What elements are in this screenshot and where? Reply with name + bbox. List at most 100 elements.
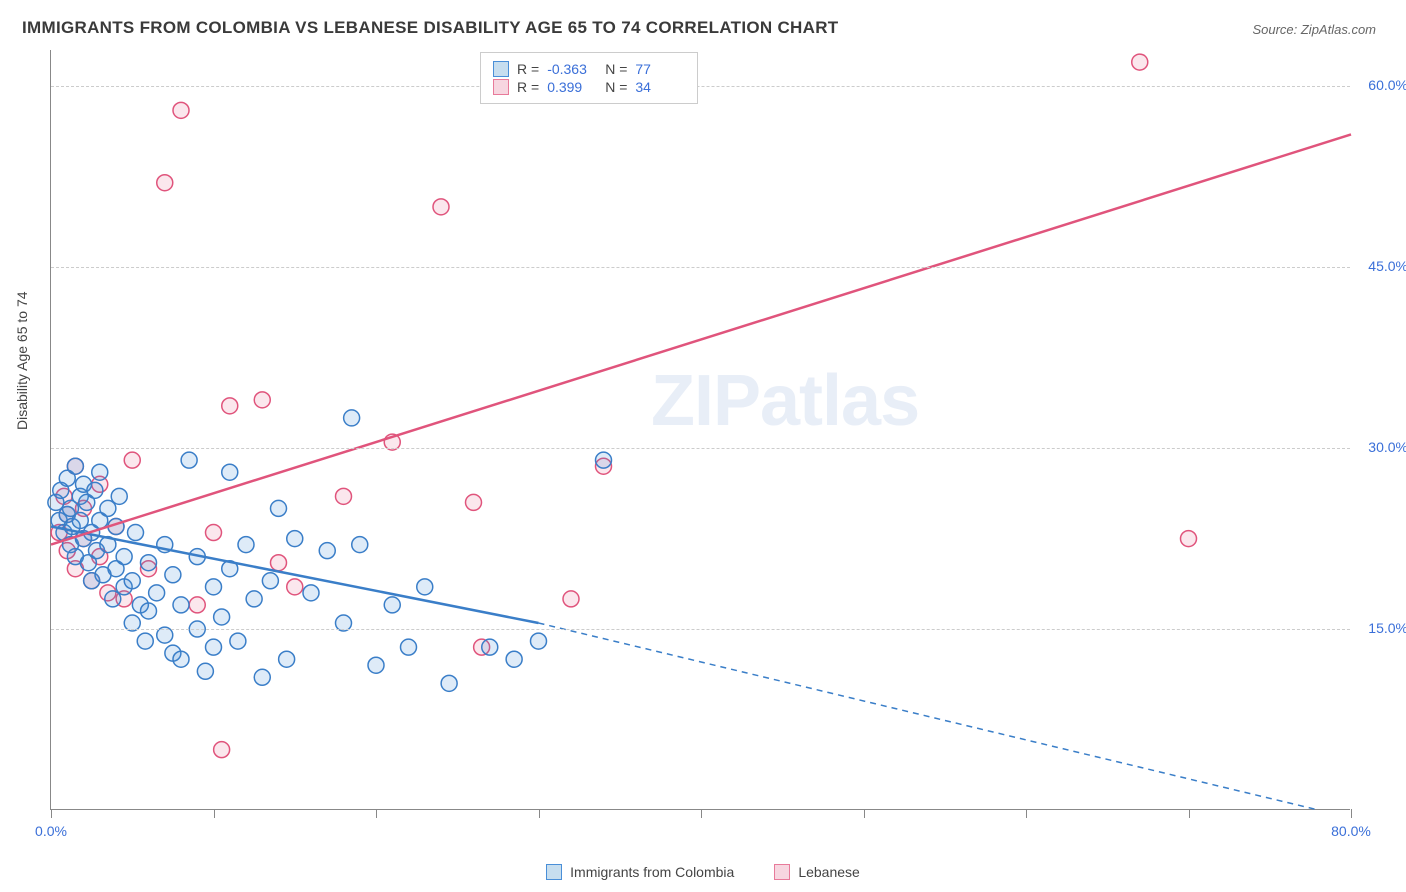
scatter-point bbox=[254, 392, 270, 408]
scatter-point bbox=[173, 651, 189, 667]
n-value: 77 bbox=[635, 61, 685, 77]
scatter-point bbox=[506, 651, 522, 667]
scatter-point bbox=[87, 482, 103, 498]
legend-label: Immigrants from Colombia bbox=[570, 864, 734, 880]
x-tick bbox=[376, 809, 377, 818]
x-tick bbox=[51, 809, 52, 818]
scatter-point bbox=[384, 597, 400, 613]
scatter-point bbox=[254, 669, 270, 685]
y-tick-label: 30.0% bbox=[1368, 439, 1406, 455]
scatter-point bbox=[271, 555, 287, 571]
regression-line bbox=[51, 134, 1351, 544]
scatter-point bbox=[214, 609, 230, 625]
scatter-point bbox=[344, 410, 360, 426]
scatter-point bbox=[124, 573, 140, 589]
scatter-point bbox=[206, 639, 222, 655]
legend-item: Immigrants from Colombia bbox=[546, 864, 734, 880]
gridline-horizontal bbox=[51, 86, 1350, 87]
scatter-point bbox=[287, 531, 303, 547]
r-value: 0.399 bbox=[547, 79, 597, 95]
scatter-point bbox=[401, 639, 417, 655]
r-label: R = bbox=[517, 61, 539, 77]
gridline-horizontal bbox=[51, 629, 1350, 630]
x-tick-label: 0.0% bbox=[35, 823, 67, 839]
scatter-point bbox=[128, 525, 144, 541]
legend-swatch bbox=[546, 864, 562, 880]
scatter-point bbox=[596, 452, 612, 468]
scatter-point bbox=[141, 555, 157, 571]
scatter-point bbox=[230, 633, 246, 649]
x-tick bbox=[864, 809, 865, 818]
n-value: 34 bbox=[635, 79, 685, 95]
scatter-point bbox=[279, 651, 295, 667]
scatter-point bbox=[482, 639, 498, 655]
n-label: N = bbox=[605, 79, 627, 95]
x-tick bbox=[214, 809, 215, 818]
scatter-point bbox=[271, 500, 287, 516]
correlation-legend: R = -0.363 N = 77 R = 0.399 N = 34 bbox=[480, 52, 698, 104]
x-tick bbox=[1026, 809, 1027, 818]
scatter-point bbox=[466, 494, 482, 510]
scatter-svg bbox=[51, 50, 1350, 809]
y-axis-label: Disability Age 65 to 74 bbox=[14, 291, 30, 430]
scatter-point bbox=[137, 633, 153, 649]
scatter-point bbox=[189, 597, 205, 613]
scatter-point bbox=[173, 597, 189, 613]
scatter-point bbox=[319, 543, 335, 559]
x-tick bbox=[701, 809, 702, 818]
scatter-point bbox=[222, 398, 238, 414]
legend-label: Lebanese bbox=[798, 864, 860, 880]
r-value: -0.363 bbox=[547, 61, 597, 77]
scatter-point bbox=[531, 633, 547, 649]
scatter-point bbox=[67, 458, 83, 474]
scatter-point bbox=[141, 603, 157, 619]
scatter-point bbox=[287, 579, 303, 595]
legend-item: Lebanese bbox=[774, 864, 860, 880]
x-tick bbox=[1351, 809, 1352, 818]
scatter-point bbox=[124, 452, 140, 468]
x-tick bbox=[539, 809, 540, 818]
y-tick-label: 45.0% bbox=[1368, 258, 1406, 274]
scatter-point bbox=[336, 488, 352, 504]
chart-title: IMMIGRANTS FROM COLOMBIA VS LEBANESE DIS… bbox=[22, 18, 838, 38]
r-label: R = bbox=[517, 79, 539, 95]
scatter-point bbox=[149, 585, 165, 601]
scatter-point bbox=[222, 464, 238, 480]
source-attribution: Source: ZipAtlas.com bbox=[1252, 22, 1376, 37]
scatter-point bbox=[441, 675, 457, 691]
legend-row: R = -0.363 N = 77 bbox=[493, 61, 685, 77]
scatter-point bbox=[165, 567, 181, 583]
legend-row: R = 0.399 N = 34 bbox=[493, 79, 685, 95]
legend-swatch bbox=[774, 864, 790, 880]
legend-swatch bbox=[493, 79, 509, 95]
legend-swatch bbox=[493, 61, 509, 77]
n-label: N = bbox=[605, 61, 627, 77]
scatter-point bbox=[303, 585, 319, 601]
y-tick-label: 15.0% bbox=[1368, 620, 1406, 636]
scatter-point bbox=[1181, 531, 1197, 547]
scatter-point bbox=[157, 175, 173, 191]
scatter-point bbox=[368, 657, 384, 673]
series-legend: Immigrants from Colombia Lebanese bbox=[0, 864, 1406, 880]
scatter-point bbox=[417, 579, 433, 595]
scatter-point bbox=[262, 573, 278, 589]
scatter-point bbox=[433, 199, 449, 215]
x-tick bbox=[1189, 809, 1190, 818]
scatter-point bbox=[111, 488, 127, 504]
scatter-point bbox=[214, 742, 230, 758]
gridline-horizontal bbox=[51, 448, 1350, 449]
scatter-point bbox=[246, 591, 262, 607]
y-tick-label: 60.0% bbox=[1368, 77, 1406, 93]
regression-line-extrapolated bbox=[539, 623, 1319, 810]
scatter-point bbox=[116, 549, 132, 565]
x-tick-label: 80.0% bbox=[1331, 823, 1371, 839]
chart-plot-area: ZIPatlas 15.0%30.0%45.0%60.0%0.0%80.0% bbox=[50, 50, 1350, 810]
scatter-point bbox=[1132, 54, 1148, 70]
scatter-point bbox=[92, 464, 108, 480]
scatter-point bbox=[206, 525, 222, 541]
scatter-point bbox=[352, 537, 368, 553]
scatter-point bbox=[206, 579, 222, 595]
scatter-point bbox=[181, 452, 197, 468]
gridline-horizontal bbox=[51, 267, 1350, 268]
scatter-point bbox=[197, 663, 213, 679]
